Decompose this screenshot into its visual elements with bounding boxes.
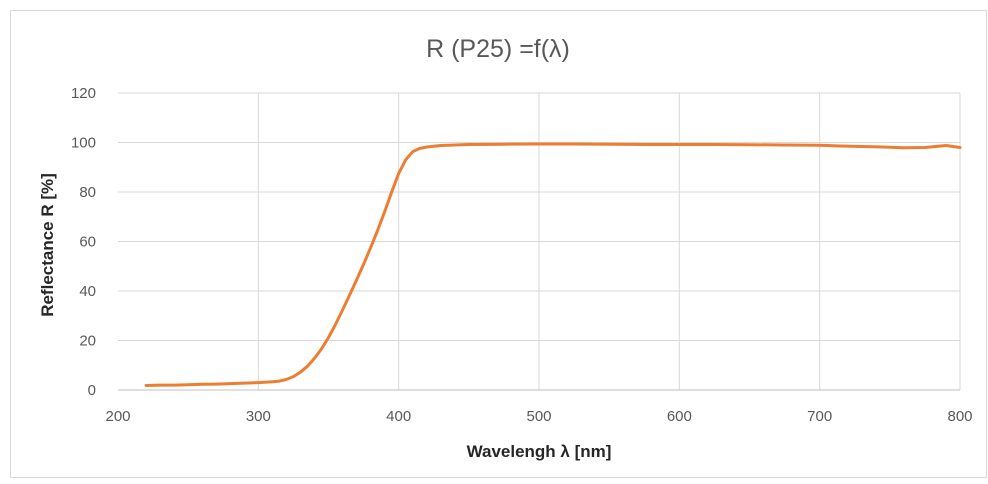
grid-lines [118, 92, 961, 390]
y-tick-label: 80 [79, 184, 96, 201]
x-tick-label: 200 [105, 408, 130, 425]
y-tick-label: 20 [79, 333, 96, 350]
y-tick-label: 100 [71, 135, 96, 152]
x-tick-label: 800 [947, 408, 972, 425]
x-tick-label: 700 [807, 408, 832, 425]
chart-border [10, 10, 987, 478]
x-axis-label: Wavelengh λ [nm] [467, 442, 612, 461]
series-layer [144, 142, 962, 387]
x-tick-label: 600 [667, 408, 692, 425]
y-tick-label: 0 [88, 382, 96, 399]
tick-labels: 200 300 400 500 600 700 800 0 20 40 60 80 100 120 [71, 85, 973, 425]
y-axis-label: Reflectance R [%] [38, 173, 57, 317]
x-tick-label: 400 [386, 408, 411, 425]
series-line [144, 142, 962, 387]
y-tick-label: 60 [79, 234, 96, 251]
x-tick-label: 300 [246, 408, 271, 425]
x-tick-label: 500 [526, 408, 551, 425]
y-tick-label: 40 [79, 283, 96, 300]
chart-title: R (P25) =f(λ) [426, 35, 570, 63]
y-tick-label: 120 [71, 85, 96, 102]
